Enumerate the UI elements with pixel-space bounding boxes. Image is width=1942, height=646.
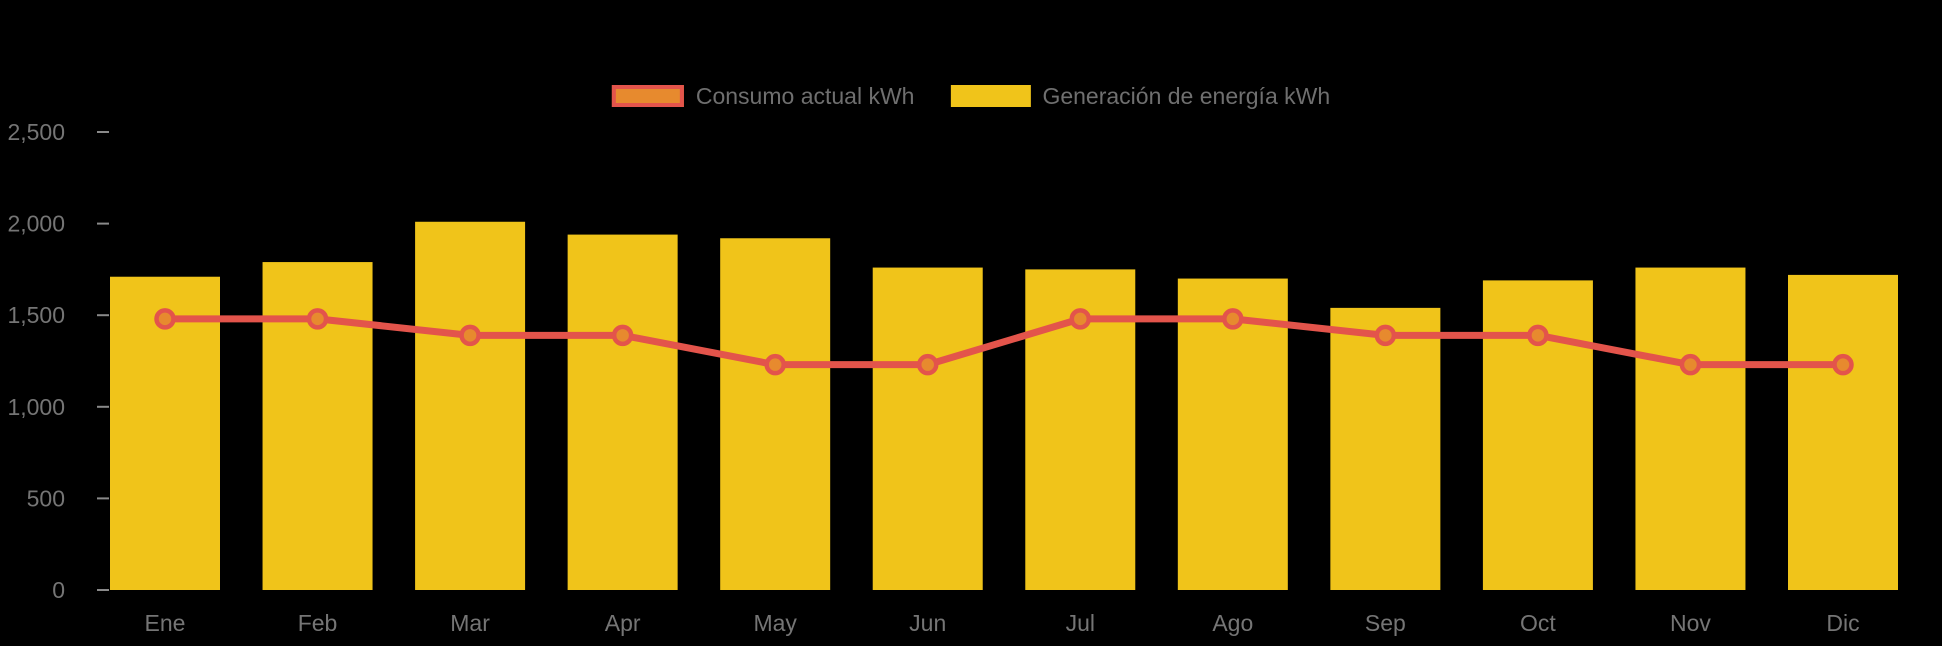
x-label-jun: Jun	[909, 610, 946, 636]
point-oct[interactable]	[1527, 324, 1549, 347]
x-label-mar: Mar	[450, 610, 490, 636]
bar-jun[interactable]	[872, 267, 983, 590]
point-may[interactable]	[764, 353, 786, 376]
x-label-dic: Dic	[1826, 610, 1859, 636]
point-jun[interactable]	[916, 353, 939, 376]
x-label-jul: Jul	[1066, 610, 1095, 636]
point-feb[interactable]	[306, 308, 329, 330]
point-sep[interactable]	[1374, 324, 1397, 347]
y-tick-label-1500: 1,500	[7, 302, 65, 328]
legend-label-generacion: Generación de energía kWh	[1042, 83, 1331, 109]
bar-may[interactable]	[720, 238, 831, 591]
legend-label-consumo: Consumo actual kWh	[695, 83, 915, 109]
bar-ago[interactable]	[1177, 278, 1288, 590]
point-ago[interactable]	[1222, 308, 1244, 330]
generacion-bar-swatch-icon	[950, 85, 1031, 107]
x-label-sep: Sep	[1365, 610, 1406, 636]
bar-mar[interactable]	[415, 221, 526, 590]
bar-sep[interactable]	[1330, 307, 1441, 590]
point-dic[interactable]	[1832, 353, 1854, 376]
y-tick-label-0: 0	[52, 577, 65, 603]
x-label-feb: Feb	[298, 610, 338, 636]
y-tick-label-2500: 2,500	[7, 119, 65, 145]
legend-item-consumo[interactable]: Consumo actual kWh	[611, 83, 915, 109]
point-mar[interactable]	[459, 324, 481, 347]
bar-nov[interactable]	[1635, 267, 1746, 590]
point-ene[interactable]	[154, 308, 176, 330]
point-apr[interactable]	[611, 324, 634, 347]
legend: Consumo actual kWh Generación de energía…	[611, 83, 1330, 109]
x-label-nov: Nov	[1670, 610, 1711, 636]
bar-apr[interactable]	[567, 234, 678, 591]
y-tick-label-500: 500	[27, 485, 65, 511]
x-label-apr: Apr	[605, 610, 641, 636]
x-label-oct: Oct	[1520, 610, 1556, 636]
x-label-ene: Ene	[145, 610, 186, 636]
y-tick-label-2000: 2,000	[7, 211, 65, 237]
consumption-line	[161, 315, 1847, 369]
point-jul[interactable]	[1069, 308, 1092, 330]
y-tick-label-1000: 1,000	[7, 394, 65, 420]
consumo-line-swatch-icon	[611, 85, 684, 107]
bar-dic[interactable]	[1788, 274, 1898, 590]
legend-item-generacion[interactable]: Generación de energía kWh	[950, 84, 1330, 108]
x-label-may: May	[753, 610, 797, 636]
x-label-ago: Ago	[1212, 610, 1253, 636]
point-nov[interactable]	[1679, 353, 1702, 376]
